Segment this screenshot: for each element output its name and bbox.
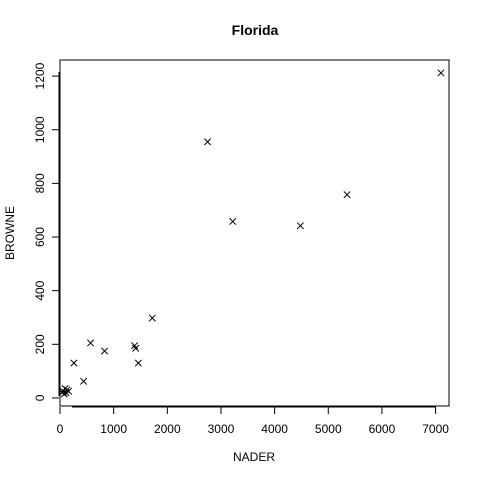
plot-area (59, 59, 450, 407)
x-axis-label: NADER (233, 450, 275, 464)
x-tick-label: 1000 (100, 422, 127, 436)
data-point (343, 191, 351, 199)
y-tick-label: 1200 (33, 62, 47, 89)
data-point (229, 217, 237, 226)
x-tick-label: 5000 (315, 422, 342, 436)
data-point (437, 69, 445, 77)
data-point (132, 344, 140, 352)
data-point (65, 387, 73, 395)
x-tick-label: 2000 (154, 422, 181, 436)
x-tick-label: 3000 (208, 422, 235, 436)
data-point (148, 314, 156, 322)
x-tick-label: 0 (57, 422, 64, 436)
y-tick-label: 800 (33, 173, 47, 193)
data-point (296, 222, 304, 230)
data-point (100, 347, 109, 355)
data-point (134, 359, 142, 367)
x-axis-ticks: 0 1000 2000 3000 4000 5000 6000 7000 (57, 407, 449, 436)
data-point (80, 377, 88, 385)
x-tick-label: 7000 (422, 422, 449, 436)
y-tick-label: 200 (33, 334, 47, 354)
y-axis-ticks: 0 200 400 600 800 1000 1200 (33, 62, 59, 401)
y-axis-label: BROWNE (3, 206, 17, 260)
data-point (70, 359, 78, 367)
y-tick-label: 0 (33, 394, 47, 401)
x-tick-label: 4000 (261, 422, 288, 436)
y-tick-label: 1000 (33, 116, 47, 143)
data-point (203, 138, 212, 146)
data-points (58, 69, 445, 398)
data-point (87, 339, 95, 347)
x-tick-label: 6000 (369, 422, 396, 436)
y-tick-label: 400 (33, 280, 47, 300)
y-tick-label: 600 (33, 227, 47, 247)
chart-title: Florida (232, 22, 279, 38)
